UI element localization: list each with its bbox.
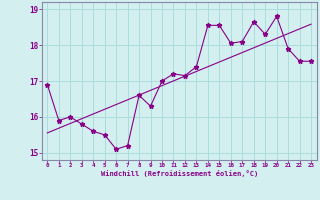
X-axis label: Windchill (Refroidissement éolien,°C): Windchill (Refroidissement éolien,°C) <box>100 170 258 177</box>
